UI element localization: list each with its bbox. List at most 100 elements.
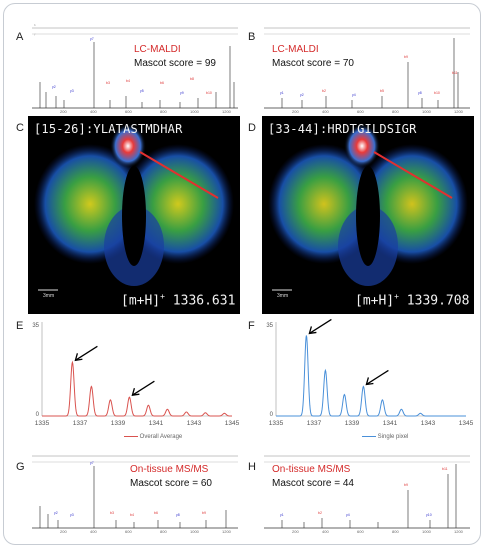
- svg-text:1000: 1000: [190, 109, 200, 114]
- svg-text:y1: y1: [280, 91, 284, 95]
- svg-text:y10: y10: [426, 513, 432, 517]
- isotope-plot-e: 35 0 1335 1337 1339 1341 1343 1345 Overall Aver…: [28, 316, 240, 446]
- svg-text:y5: y5: [140, 89, 144, 93]
- iso-f-x-tick-1: 1337: [307, 420, 322, 427]
- svg-text:y9: y9: [180, 91, 184, 95]
- iso-f-arrowhead-0: [308, 326, 317, 335]
- iso-f-x-tick-0: 1335: [269, 420, 284, 427]
- svg-text:b9: b9: [404, 55, 408, 59]
- svg-text:y3: y3: [70, 89, 74, 93]
- svg-text:y7: y7: [90, 37, 94, 41]
- svg-text:b: b: [34, 23, 36, 27]
- iso-e-arrowhead-1: [131, 388, 140, 396]
- spectrum-h-title: On-tissue MS/MS: [272, 464, 351, 475]
- panel-label-f: F: [248, 320, 255, 332]
- svg-text:y1: y1: [280, 513, 284, 517]
- spectrum-b-title: LC-MALDI: [272, 44, 319, 55]
- isotope-plot-f: 35 0 1335 1337 1339 1341 1343 1345 Single pixel: [262, 316, 474, 446]
- spectrum-h-score: Mascot score = 44: [272, 478, 354, 489]
- scalebar-label-d: 3mm: [277, 293, 289, 299]
- svg-text:1000: 1000: [422, 109, 432, 114]
- svg-text:b5: b5: [380, 89, 384, 93]
- panel-label-a: A: [16, 31, 24, 43]
- spectrum-g-title: On-tissue MS/MS: [130, 464, 209, 475]
- iso-e-y-tick-top: 35: [32, 323, 39, 329]
- svg-text:b6: b6: [160, 81, 164, 85]
- iso-e-y-tick-zero: 0: [36, 412, 40, 418]
- spectrum-b-score: Mascot score = 70: [272, 58, 354, 69]
- svg-text:600: 600: [357, 109, 364, 114]
- svg-text:y4: y4: [346, 513, 350, 517]
- svg-text:b9: b9: [202, 511, 206, 515]
- svg-text:400: 400: [322, 109, 329, 114]
- iso-e-x-tick-5: 1345: [225, 420, 240, 427]
- iso-f-x-tick-5: 1345: [459, 420, 474, 427]
- legend-swatch-e: [124, 435, 138, 437]
- peptide-label-c: [15-26]:YLATASTMDHAR: [34, 122, 183, 136]
- legend-label-e: Overall Average: [139, 434, 183, 440]
- ion-image-c: [34, 124, 234, 291]
- iso-f-x-tick-4: 1343: [421, 420, 436, 427]
- svg-text:1000: 1000: [190, 529, 200, 534]
- msms-spectrum-h: b2 b9 b11 y1 y4 y10 200 400 600 800 1000 1200 On-…: [262, 450, 472, 534]
- svg-text:y2: y2: [300, 93, 304, 97]
- svg-text:800: 800: [392, 529, 399, 534]
- iso-f-trace: [276, 335, 466, 417]
- iso-f-arrow-1: [366, 369, 389, 386]
- svg-text:400: 400: [322, 529, 329, 534]
- iso-e-trace: [42, 360, 232, 417]
- svg-text:b2: b2: [318, 511, 322, 515]
- isotope-svg-f: 35 0 1335 1337 1339 1341 1343 1345: [266, 318, 474, 427]
- svg-text:200: 200: [60, 109, 67, 114]
- iso-f-arrowhead-1: [365, 377, 374, 386]
- svg-text:y8: y8: [418, 91, 422, 95]
- panel-label-h: H: [248, 461, 256, 473]
- iso-f-x-tick-3: 1341: [383, 420, 398, 427]
- svg-text:b3: b3: [110, 511, 114, 515]
- svg-text:1200: 1200: [222, 109, 232, 114]
- svg-text:b4: b4: [126, 79, 130, 83]
- ms-image-c: [15-26]:YLATASTMDHAR 3mm [m+H]+ 1336.631: [28, 116, 240, 314]
- scalebar-label-c: 3mm: [43, 293, 55, 299]
- svg-text:y7: y7: [90, 461, 94, 465]
- svg-text:1200: 1200: [454, 109, 464, 114]
- iso-e-x-tick-0: 1335: [35, 420, 50, 427]
- isotope-svg-e: 35 0 1335 1337 1339 1341 1343 1345: [32, 322, 240, 427]
- svg-text:b8: b8: [190, 77, 194, 81]
- svg-text:800: 800: [160, 109, 167, 114]
- spectrum-b-svg: b2 b5 b9 b10 b11 y1 y2 y4 y8 200 400 600 800 1000 12…: [264, 27, 470, 114]
- panel-label-b: B: [248, 31, 256, 43]
- svg-text:b11: b11: [452, 71, 458, 75]
- iso-e-x-tick-3: 1341: [149, 420, 164, 427]
- svg-text:b3: b3: [106, 81, 110, 85]
- legend-e: Overall Average: [124, 434, 182, 440]
- iso-f-x-tick-2: 1339: [345, 420, 360, 427]
- legend-f: Single pixel: [362, 434, 408, 440]
- svg-text:y2: y2: [54, 511, 58, 515]
- svg-text:200: 200: [60, 529, 67, 534]
- ion-image-d: [268, 124, 468, 291]
- iso-e-arrow-1: [132, 380, 155, 396]
- svg-text:400: 400: [90, 109, 97, 114]
- iso-f-y-tick-top: 35: [266, 323, 273, 329]
- panel-label-e: E: [16, 320, 24, 332]
- svg-text:b6: b6: [154, 511, 158, 515]
- spectrum-a-score: Mascot score = 99: [134, 58, 216, 69]
- legend-swatch-f: [362, 435, 376, 437]
- panel-label-d: D: [248, 122, 256, 134]
- iso-e-x-tick-2: 1339: [111, 420, 126, 427]
- msms-spectrum-g: b3 b4 b6 b9 y7 y2 y3 y8 200 400 600 800 1000 1200 O…: [30, 450, 240, 534]
- svg-text:600: 600: [125, 529, 132, 534]
- ms-image-d: [33-44]:HRDTGILDSIGR 3mm [m+H]+ 1339.708: [262, 116, 474, 314]
- spectrum-a-title: LC-MALDI: [134, 44, 181, 55]
- svg-text:1000: 1000: [422, 529, 432, 534]
- iso-e-arrowhead-0: [74, 353, 83, 362]
- iso-e-x-tick-4: 1343: [187, 420, 202, 427]
- iso-e-arrow-0: [75, 345, 98, 361]
- panel-label-g: G: [16, 461, 25, 473]
- svg-text:400: 400: [90, 529, 97, 534]
- spectrum-g-score: Mascot score = 60: [130, 478, 212, 489]
- peptide-label-d: [33-44]:HRDTGILDSIGR: [268, 122, 417, 136]
